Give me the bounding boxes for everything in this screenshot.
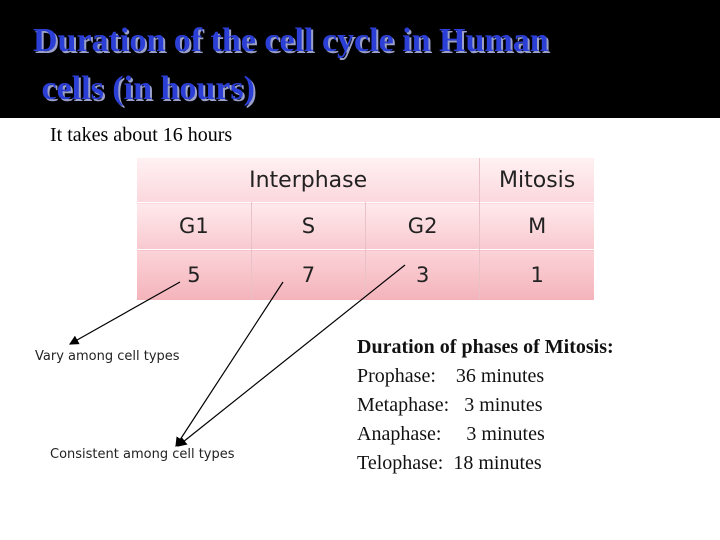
vary-label: Vary among cell types xyxy=(35,349,180,364)
slide-title-line-2: cells (in hours) xyxy=(33,70,255,107)
hours-s: 7 xyxy=(251,249,367,300)
table-hours-row: 5 7 3 1 xyxy=(137,249,594,300)
table-header-row: Interphase Mitosis xyxy=(137,158,594,203)
prophase-duration: Prophase: 36 minutes xyxy=(357,365,545,387)
phase-g1: G1 xyxy=(137,202,252,250)
table-phase-row: G1 S G2 M xyxy=(137,202,594,250)
phase-g2: G2 xyxy=(365,202,481,250)
arrow-g1-to-vary xyxy=(68,281,181,345)
hours-g2: 3 xyxy=(365,249,481,300)
slide-title-line-1: Duration of the cell cycle in Human xyxy=(33,22,549,59)
hours-m: 1 xyxy=(479,249,594,300)
arrow-g2-to-consistent xyxy=(177,264,406,447)
mitosis-phase-durations: Duration of phases of Mitosis: Prophase:… xyxy=(357,333,614,478)
cell-cycle-table: Interphase Mitosis G1 S G2 M 5 7 3 1 xyxy=(137,158,594,300)
title-banner: Duration of the cell cycle in Human cell… xyxy=(0,0,720,118)
mitosis-phases-heading: Duration of phases of Mitosis: xyxy=(357,336,614,358)
telophase-duration: Telophase: 18 minutes xyxy=(357,452,542,474)
consistent-label: Consistent among cell types xyxy=(50,447,235,462)
arrow-s-to-consistent xyxy=(175,281,284,448)
phase-m: M xyxy=(479,202,594,250)
anaphase-duration: Anaphase: 3 minutes xyxy=(357,423,545,445)
phase-s: S xyxy=(251,202,367,250)
interphase-header: Interphase xyxy=(137,158,481,203)
hours-g1: 5 xyxy=(137,249,252,300)
total-duration-text: It takes about 16 hours xyxy=(50,124,233,146)
mitosis-header: Mitosis xyxy=(479,158,594,203)
metaphase-duration: Metaphase: 3 minutes xyxy=(357,394,543,416)
